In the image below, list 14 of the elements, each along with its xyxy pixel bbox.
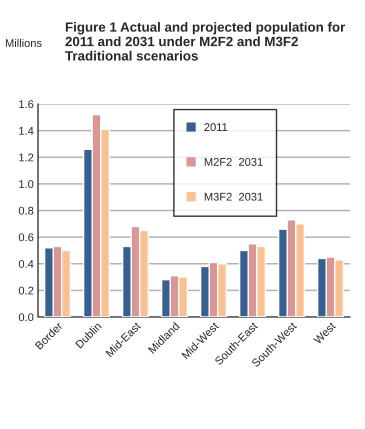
- legend-label: 2011: [204, 123, 228, 132]
- y-tick-label: 0.4: [18, 260, 34, 268]
- y-axis-title: Millions: [6, 38, 42, 47]
- y-tick-label: 0.2: [18, 286, 34, 295]
- chart-title: Figure 1 Actual and projected population for 2011 and 2031 under M2F2 and M3F2 Traditional scenarios: [65, 22, 346, 61]
- legend-label: M2F2 2031: [204, 158, 263, 166]
- y-tick-label: 1.6: [19, 100, 34, 108]
- y-tick-label: 1.2: [19, 154, 34, 162]
- y-tick-label: 1.0: [19, 180, 34, 188]
- y-tick-label: 0.8: [18, 206, 34, 215]
- legend-label: M3F2 2031: [204, 192, 263, 201]
- y-tick-label: 1.4: [19, 127, 34, 135]
- y-tick-label: 0.0: [18, 313, 34, 322]
- y-tick-label: 0.6: [18, 233, 34, 242]
